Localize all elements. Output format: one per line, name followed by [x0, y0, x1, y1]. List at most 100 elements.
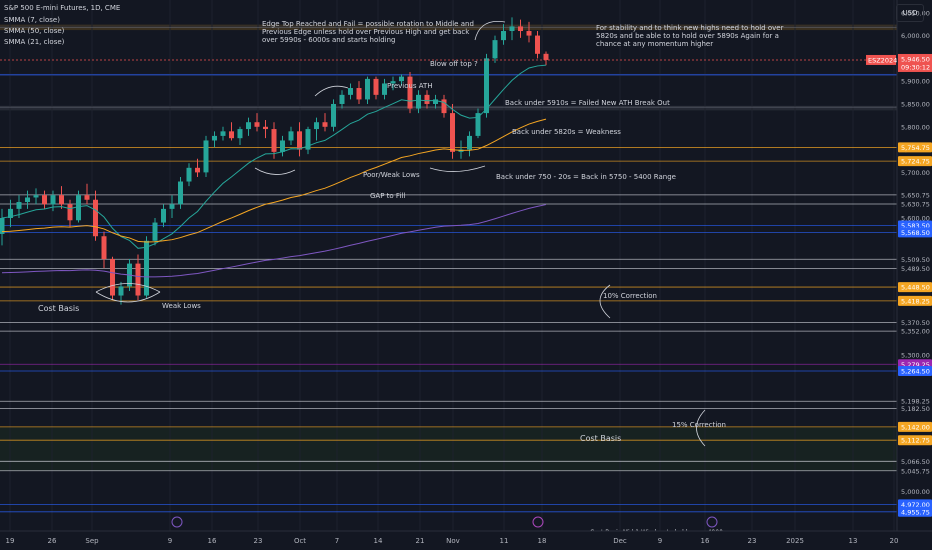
- candle-body: [135, 263, 141, 296]
- time-axis: [0, 531, 932, 550]
- symbol-tag: [866, 54, 896, 65]
- time-tick: 16: [701, 537, 710, 545]
- candle-body: [501, 31, 506, 41]
- candle-body: [467, 135, 472, 150]
- price-tick: 5,509.50: [901, 256, 930, 264]
- candle-body: [50, 195, 56, 205]
- indicator-smma-50[interactable]: SMMA (50, close): [4, 27, 65, 35]
- indicator-smma-7[interactable]: SMMA (7, close): [4, 16, 60, 24]
- event-marker-icon: [171, 516, 183, 528]
- candle-body: [314, 122, 319, 130]
- annotation-8: GAP to Fill: [370, 192, 405, 200]
- time-tick: 2025: [786, 537, 804, 545]
- blow-off-arc: [474, 21, 506, 41]
- smma-50-line: [1, 204, 547, 278]
- annotation-7: Back under 750 - 20s = Back in 5750 - 54…: [496, 173, 676, 181]
- candle-body: [280, 140, 285, 152]
- candle-body: [305, 129, 311, 150]
- previous-ath-arc: [314, 85, 349, 97]
- candle-body: [365, 78, 370, 100]
- annotation-3: Previous ATH: [387, 82, 433, 90]
- price-label-text: 5,264.50: [901, 367, 930, 375]
- time-tick: 21: [416, 537, 425, 545]
- price-label-tag: [898, 156, 932, 167]
- candle-body: [433, 99, 438, 104]
- candle-body: [25, 197, 30, 203]
- chart-title: S&P 500 E-mini Futures, 1D, CME: [4, 4, 121, 12]
- candle-body: [518, 26, 523, 32]
- annotation-6: Poor/Weak Lows: [363, 171, 420, 179]
- cost-basis-zone: [0, 426, 897, 471]
- price-tick: 5,066.50: [901, 458, 930, 466]
- price-label-text: 5,112.75: [901, 437, 930, 445]
- candle-body: [237, 129, 243, 139]
- price-label-tag: [898, 435, 932, 446]
- price-tick: 5,489.50: [901, 265, 930, 273]
- annotation-0: Edge Top Reached and Fail = possible rot…: [262, 20, 474, 44]
- candle-body: [110, 259, 115, 296]
- time-tick: Sep: [85, 537, 99, 545]
- currency-selector[interactable]: USD: [896, 4, 924, 22]
- weak-lows-arc: [429, 165, 486, 172]
- zone-band: [0, 25, 897, 28]
- candle-body: [178, 181, 183, 205]
- price-label-text: 5,418.25: [901, 297, 930, 305]
- candle-body: [407, 76, 413, 109]
- candle-body: [186, 167, 192, 182]
- candle-body: [212, 135, 217, 141]
- current-price-countdown: 09:30:12: [901, 63, 930, 71]
- time-tick: 14: [374, 537, 383, 545]
- candle-body: [399, 76, 404, 82]
- annotation-13: Cost Basis: [580, 434, 621, 443]
- candle-body: [297, 131, 302, 150]
- candle-body: [203, 140, 209, 173]
- time-tick: 9: [658, 537, 662, 545]
- price-label-tag: [898, 506, 932, 517]
- zone-band: [0, 105, 897, 111]
- candle-body: [144, 240, 149, 296]
- price-label-text: 5,724.75: [901, 158, 930, 166]
- price-tick: 5,700.00: [901, 169, 930, 177]
- cost-basis-arc: [95, 283, 161, 293]
- indicator-smma-21[interactable]: SMMA (21, close): [4, 38, 65, 46]
- price-label-tag: [898, 227, 932, 238]
- candle-body: [93, 199, 98, 237]
- time-tick: Dec: [613, 537, 627, 545]
- candle-body: [416, 94, 421, 109]
- candle-body: [8, 208, 13, 218]
- time-tick: 26: [48, 537, 57, 545]
- candle-body: [246, 122, 251, 130]
- candle-body: [331, 103, 336, 127]
- cost-basis-arc: [95, 291, 161, 303]
- price-tick: 6,000.00: [901, 32, 930, 40]
- time-tick: 19: [6, 537, 15, 545]
- price-label-tag: [898, 365, 932, 376]
- price-tick: 5,300.00: [901, 351, 930, 359]
- candle-body: [42, 195, 47, 205]
- price-label-text: 5,448.50: [901, 284, 930, 292]
- annotation-10: 15% Correction: [672, 421, 726, 429]
- candle-body: [33, 195, 39, 198]
- candle-body: [254, 122, 260, 127]
- price-tick: 5,045.75: [901, 467, 930, 475]
- candle-body: [484, 58, 489, 114]
- time-tick: 23: [254, 537, 263, 545]
- candle-body: [263, 126, 268, 130]
- candle-body: [229, 131, 234, 139]
- candle-body: [84, 195, 90, 200]
- candle-body: [0, 217, 5, 234]
- price-tick: 5,650.75: [901, 191, 930, 199]
- price-label-text: 5,142.00: [901, 423, 930, 431]
- time-tick: 23: [748, 537, 757, 545]
- candle-body: [509, 26, 515, 32]
- time-tick: 11: [500, 537, 509, 545]
- candle-body: [373, 78, 379, 95]
- price-label-text: 5,568.50: [901, 229, 930, 237]
- smma-7-line: [1, 64, 547, 249]
- candle-body: [288, 131, 294, 141]
- price-tick: 5,800.00: [901, 123, 930, 131]
- candle-body: [424, 94, 430, 104]
- candle-body: [152, 222, 158, 241]
